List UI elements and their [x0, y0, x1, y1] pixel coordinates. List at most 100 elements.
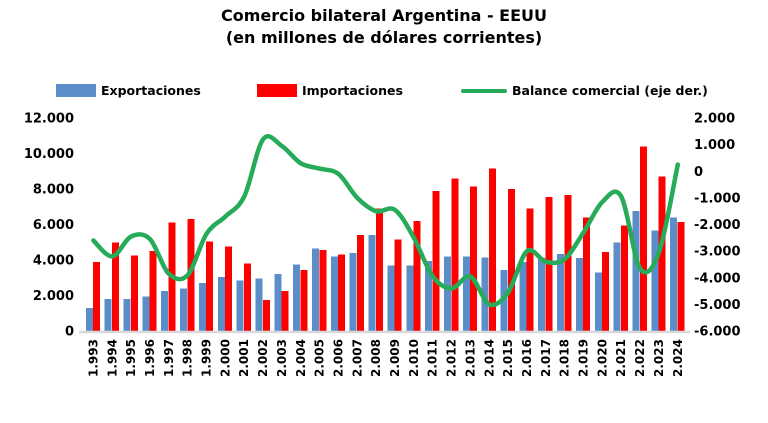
import-bar-2002 — [262, 299, 270, 331]
year-label: 2.013 — [463, 339, 477, 377]
year-label: 2.023 — [652, 339, 666, 377]
export-bar-2021 — [613, 242, 621, 332]
title-block: Comercio bilateral Argentina - EEUU (en … — [0, 5, 768, 49]
import-bar-1998 — [187, 219, 195, 331]
import-bar-1993 — [93, 261, 101, 331]
year-label: 2.001 — [237, 339, 251, 377]
year-label: 2.024 — [671, 339, 685, 377]
legend-item-balance: Balance comercial (eje der.) — [461, 83, 708, 98]
year-label: 2.012 — [445, 339, 459, 377]
import-bar-2019 — [583, 217, 591, 331]
left-axis-label: 10.000 — [24, 147, 74, 162]
year-label: 2.017 — [539, 339, 553, 377]
year-label: 2.022 — [633, 339, 647, 377]
right-axis-label: -6.000 — [694, 325, 741, 340]
export-bar-2023 — [651, 230, 659, 331]
year-label: 2.016 — [520, 339, 534, 377]
year-label: 1.994 — [105, 339, 119, 377]
year-label: 1.995 — [124, 339, 138, 377]
chart-title: Comercio bilateral Argentina - EEUU — [220, 6, 548, 25]
export-bar-2001 — [236, 280, 244, 331]
import-bar-2003 — [281, 291, 289, 331]
export-bar-1998 — [180, 288, 188, 331]
year-label: 2.018 — [558, 339, 572, 377]
import-bar-2011 — [432, 190, 440, 331]
year-label: 2.002 — [256, 339, 270, 377]
export-bar-2020 — [594, 272, 602, 331]
import-bar-2001 — [243, 263, 251, 331]
year-label: 2.011 — [426, 339, 440, 377]
right-axis-label: 2.000 — [694, 112, 735, 127]
export-bar-1996 — [142, 296, 150, 331]
year-label: 1.998 — [181, 339, 195, 377]
export-bar-2008 — [368, 235, 376, 331]
export-bar-1994 — [104, 299, 112, 331]
left-axis-label: 12.000 — [24, 112, 74, 127]
year-label: 2.019 — [577, 339, 591, 377]
import-bar-2000 — [225, 246, 233, 331]
import-bar-2021 — [620, 225, 628, 331]
export-bar-2003 — [274, 274, 282, 331]
import-bar-2004 — [300, 269, 308, 331]
year-label: 2.007 — [350, 339, 364, 377]
right-axis-label: -1.000 — [694, 191, 741, 206]
balance-line-swatch — [461, 89, 507, 93]
export-bar-2005 — [312, 248, 319, 331]
export-bar-2022 — [632, 211, 640, 331]
import-bar-2023 — [658, 176, 666, 331]
year-label: 2.010 — [407, 339, 421, 377]
import-bar-2024 — [677, 221, 685, 331]
export-bar-1995 — [123, 299, 131, 331]
left-axis-label: 4.000 — [33, 254, 74, 269]
year-label: 2.005 — [313, 339, 327, 377]
import-bar-1994 — [111, 242, 119, 332]
right-axis-label: -5.000 — [694, 298, 741, 313]
left-axis-label: 8.000 — [33, 183, 74, 198]
legend-label-importaciones: Importaciones — [302, 83, 403, 98]
export-bar-2002 — [255, 278, 263, 331]
legend-item-importaciones: Importaciones — [257, 83, 403, 98]
import-bar-1999 — [206, 241, 214, 331]
export-bar-2019 — [575, 258, 583, 331]
year-label: 1.999 — [200, 339, 214, 377]
import-bar-2005 — [319, 250, 327, 331]
export-bar-2018 — [557, 253, 564, 331]
import-bar-2022 — [639, 146, 647, 331]
export-bar-1997 — [161, 291, 169, 331]
export-bar-2024 — [670, 217, 678, 331]
left-axis-label: 2.000 — [33, 289, 74, 304]
export-bar-2004 — [293, 264, 301, 331]
left-axis-label: 6.000 — [33, 218, 74, 233]
import-bar-2013 — [470, 186, 478, 331]
import-bar-2020 — [602, 252, 609, 331]
import-bar-2016 — [526, 208, 534, 331]
export-bar-2009 — [387, 265, 395, 331]
year-label: 1.997 — [162, 339, 176, 377]
import-bar-2008 — [375, 208, 383, 331]
export-bar-2000 — [217, 276, 225, 331]
year-label: 2.009 — [388, 339, 402, 377]
year-label: 2.021 — [614, 339, 628, 377]
right-axis-label: -4.000 — [694, 271, 741, 286]
right-axis-label: 1.000 — [694, 138, 735, 153]
chart-subtitle: (en millones de dólares corrientes) — [225, 28, 543, 47]
import-bar-2012 — [451, 178, 459, 331]
year-label: 2.008 — [369, 339, 383, 377]
year-label: 2.014 — [482, 339, 496, 377]
legend-label-balance: Balance comercial (eje der.) — [512, 83, 708, 98]
export-bar-1999 — [198, 283, 206, 331]
year-label: 2.003 — [275, 339, 289, 377]
export-bar-2011 — [425, 260, 433, 331]
year-label: 2.000 — [218, 339, 232, 377]
importaciones-swatch — [257, 84, 297, 97]
import-bar-1995 — [130, 255, 138, 331]
export-bar-2014 — [481, 257, 489, 331]
import-bar-1996 — [149, 251, 157, 331]
import-bar-2009 — [394, 239, 402, 331]
export-bar-2006 — [330, 256, 338, 331]
export-bar-2016 — [519, 261, 527, 331]
import-bar-2015 — [507, 189, 515, 331]
year-label: 2.015 — [501, 339, 515, 377]
